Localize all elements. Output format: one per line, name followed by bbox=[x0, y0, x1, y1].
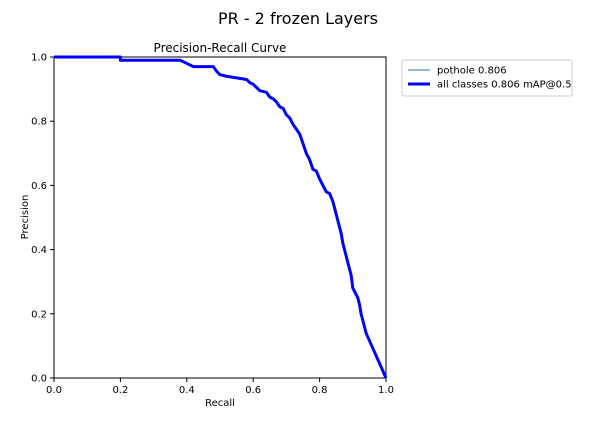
y-tick-label: 0.2 bbox=[31, 309, 47, 320]
x-tick-label: 0.2 bbox=[112, 385, 128, 396]
y-tick-label: 1.0 bbox=[31, 53, 47, 64]
x-tick-label: 1.0 bbox=[378, 385, 394, 396]
x-axis-label: Recall bbox=[205, 398, 235, 409]
y-tick-label: 0.4 bbox=[31, 245, 47, 256]
y-tick-label: 0.8 bbox=[31, 117, 47, 128]
figure-suptitle: PR - 2 frozen Layers bbox=[218, 9, 378, 28]
legend: pothole 0.806 all classes 0.806 mAP@0.5 bbox=[401, 59, 573, 97]
x-tick-label: 0.8 bbox=[312, 385, 328, 396]
legend-frame bbox=[401, 59, 573, 97]
x-tick-label: 0.0 bbox=[46, 385, 62, 396]
series-group bbox=[54, 55, 388, 379]
x-axis-ticks: 0.0 0.2 0.4 0.6 0.8 1.0 bbox=[46, 378, 394, 396]
axes-frame bbox=[53, 56, 387, 379]
chart-title: Precision-Recall Curve bbox=[154, 41, 287, 55]
y-axis-ticks: 0.0 0.2 0.4 0.6 0.8 1.0 bbox=[31, 53, 54, 385]
series-line-all-classes bbox=[54, 55, 388, 379]
legend-label: all classes 0.806 mAP@0.5 bbox=[437, 80, 572, 91]
plot-area bbox=[53, 55, 388, 379]
x-tick-label: 0.4 bbox=[179, 385, 195, 396]
legend-label: pothole 0.806 bbox=[437, 66, 507, 77]
y-tick-label: 0.6 bbox=[31, 181, 47, 192]
x-tick-label: 0.6 bbox=[245, 385, 261, 396]
y-axis-label: Precision bbox=[20, 195, 31, 240]
y-tick-label: 0.0 bbox=[31, 374, 47, 385]
